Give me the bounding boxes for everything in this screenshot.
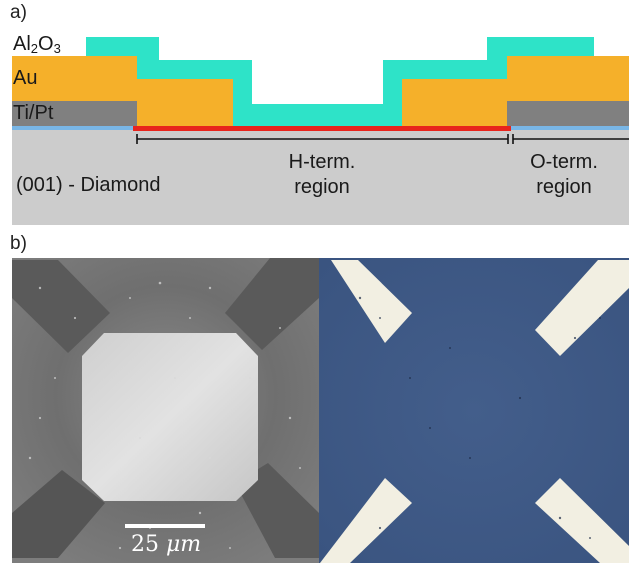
o-term-bracket	[512, 134, 629, 144]
sem-center-pad	[82, 333, 258, 501]
au-layer-right-step	[402, 79, 507, 128]
optical-electrode-bottom-right	[535, 478, 629, 563]
micrographs	[12, 258, 629, 563]
panel-label-a: a)	[10, 2, 27, 23]
diamond-substrate	[12, 128, 629, 225]
scale-bar	[125, 524, 205, 528]
sem-image	[12, 258, 319, 563]
h-term-region-label: H-term. region	[288, 151, 356, 198]
tipt-layer-left	[12, 101, 137, 126]
sem-contact-top-right	[225, 258, 319, 350]
scale-bar-label: 25 μm	[131, 532, 202, 557]
o-term-layer-left	[12, 126, 133, 130]
al2o3-label: Al2O3	[13, 33, 61, 56]
o-term-region-label: O-term. region	[530, 151, 598, 198]
au-layer-right	[507, 56, 629, 101]
o-term-layer-right	[511, 126, 629, 130]
au-layer-left-step	[137, 79, 233, 128]
tipt-layer-right	[507, 101, 629, 126]
optical-particles	[358, 296, 601, 539]
optical-image	[319, 258, 629, 563]
optical-electrode-top-left	[331, 260, 412, 343]
optical-electrode-bottom-left	[320, 478, 412, 563]
au-label: Au	[13, 67, 38, 89]
au-layer-left	[12, 56, 137, 101]
panel-label-b: b)	[10, 233, 27, 254]
h-term-bracket	[136, 134, 509, 144]
sem-contact-bottom-left	[12, 470, 105, 558]
h-term-layer	[133, 126, 511, 131]
substrate-label: (001) - Diamond	[16, 174, 161, 196]
sem-particles	[28, 281, 301, 550]
optical-electrode-top-right	[535, 260, 629, 356]
tipt-label: Ti/Pt	[13, 102, 54, 124]
sem-contact-bottom-right	[235, 463, 319, 558]
al2o3-layer	[86, 37, 594, 128]
sem-contact-top-left	[12, 260, 110, 353]
device-cross-section	[12, 37, 629, 225]
